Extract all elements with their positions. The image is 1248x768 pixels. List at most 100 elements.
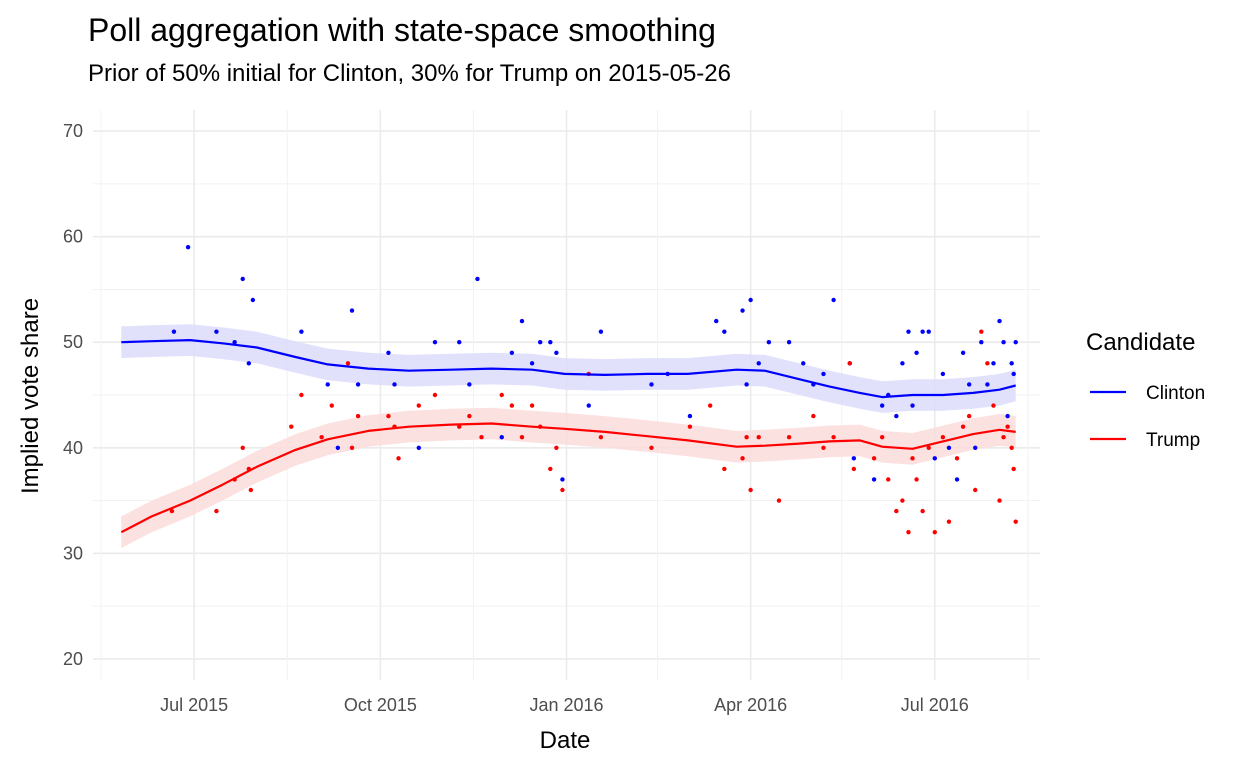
poll-point-trump bbox=[499, 392, 504, 398]
poll-point-trump bbox=[554, 445, 559, 450]
poll-point-trump bbox=[831, 435, 836, 440]
poll-point-trump bbox=[1005, 424, 1010, 429]
poll-point-clinton bbox=[722, 329, 727, 334]
poll-point-trump bbox=[756, 435, 761, 440]
y-tick-label: 20 bbox=[63, 649, 83, 669]
poll-point-clinton bbox=[1001, 340, 1006, 345]
poll-point-trump bbox=[1009, 445, 1014, 450]
poll-point-trump bbox=[900, 498, 905, 503]
poll-point-trump bbox=[396, 456, 401, 461]
poll-point-trump bbox=[687, 424, 693, 429]
poll-point-trump bbox=[946, 519, 952, 524]
poll-point-clinton bbox=[457, 340, 462, 345]
poll-point-trump bbox=[776, 498, 782, 503]
x-tick-label: Jan 2016 bbox=[529, 695, 603, 715]
poll-point-trump bbox=[894, 508, 899, 514]
poll-point-clinton bbox=[240, 276, 245, 282]
line-trump bbox=[120, 422, 1016, 534]
legend: Candidate Clinton Trump bbox=[1086, 329, 1205, 451]
poll-point-trump bbox=[973, 487, 978, 493]
chart-subtitle: Prior of 50% initial for Clinton, 30% fo… bbox=[88, 60, 731, 87]
poll-point-clinton bbox=[766, 340, 772, 345]
poll-point-trump bbox=[386, 413, 391, 419]
poll-point-trump bbox=[519, 435, 525, 440]
legend-label-clinton: Clinton bbox=[1146, 383, 1205, 404]
poll-point-trump bbox=[879, 435, 885, 440]
poll-point-clinton bbox=[740, 308, 745, 313]
poll-point-clinton bbox=[232, 340, 237, 345]
poll-point-trump bbox=[940, 435, 946, 440]
poll-point-clinton bbox=[467, 382, 472, 387]
poll-point-trump bbox=[214, 508, 219, 514]
poll-point-trump bbox=[740, 456, 745, 461]
line-clinton bbox=[121, 339, 1016, 399]
poll-point-clinton bbox=[598, 329, 604, 334]
poll-point-trump bbox=[851, 466, 857, 472]
x-axis-ticks: Jul 2015 Oct 2015 Jan 2016 Apr 2016 Jul 2016 bbox=[160, 695, 969, 715]
poll-point-trump bbox=[240, 445, 245, 450]
poll-point-clinton bbox=[432, 340, 438, 345]
poll-point-clinton bbox=[386, 350, 391, 355]
poll-point-trump bbox=[1011, 466, 1016, 472]
poll-point-clinton bbox=[932, 456, 937, 461]
poll-point-clinton bbox=[960, 350, 966, 355]
poll-point-clinton bbox=[786, 340, 792, 345]
poll-point-clinton bbox=[335, 445, 341, 450]
poll-point-trump bbox=[926, 445, 931, 450]
poll-point-clinton bbox=[554, 350, 559, 355]
chart-title: Poll aggregation with state-space smooth… bbox=[88, 12, 716, 48]
poll-point-trump bbox=[979, 329, 984, 334]
poll-point-clinton bbox=[879, 403, 885, 408]
poll-point-trump bbox=[479, 435, 484, 440]
x-tick-label: Apr 2016 bbox=[714, 695, 787, 715]
poll-point-clinton bbox=[991, 361, 996, 366]
poll-point-trump bbox=[920, 508, 925, 514]
poll-point-clinton bbox=[1005, 413, 1010, 419]
poll-point-trump bbox=[649, 445, 654, 450]
poll-point-clinton bbox=[1009, 361, 1014, 366]
poll-point-trump bbox=[811, 413, 816, 419]
poll-point-trump bbox=[1013, 519, 1018, 524]
y-tick-label: 60 bbox=[63, 227, 83, 247]
poll-point-clinton bbox=[499, 435, 504, 440]
poll-point-trump bbox=[748, 487, 753, 493]
y-tick-label: 50 bbox=[63, 332, 83, 352]
y-tick-label: 70 bbox=[63, 121, 83, 141]
poll-point-clinton bbox=[906, 329, 911, 334]
band-clinton bbox=[121, 324, 1016, 413]
poll-points bbox=[169, 245, 1018, 535]
poll-point-clinton bbox=[831, 297, 836, 303]
poll-point-clinton bbox=[548, 340, 553, 345]
y-axis-title: Implied vote share bbox=[17, 298, 44, 494]
poll-point-trump bbox=[598, 435, 604, 440]
poll-point-trump bbox=[886, 477, 891, 482]
poll-point-clinton bbox=[416, 445, 421, 450]
poll-point-clinton bbox=[940, 371, 946, 377]
poll-point-clinton bbox=[519, 318, 525, 324]
poll-point-trump bbox=[786, 435, 792, 440]
poll-point-trump bbox=[248, 487, 254, 493]
poll-point-trump bbox=[985, 361, 990, 366]
poll-point-trump bbox=[744, 435, 749, 440]
x-axis-title: Date bbox=[540, 727, 591, 754]
legend-label-trump: Trump bbox=[1146, 430, 1200, 451]
poll-point-clinton bbox=[171, 329, 177, 334]
poll-point-trump bbox=[932, 530, 937, 535]
poll-point-trump bbox=[416, 403, 421, 408]
x-tick-label: Oct 2015 bbox=[344, 695, 417, 715]
poll-point-trump bbox=[467, 413, 472, 419]
poll-point-clinton bbox=[537, 340, 543, 345]
poll-point-clinton bbox=[894, 413, 899, 419]
poll-point-trump bbox=[910, 456, 915, 461]
x-tick-label: Jul 2015 bbox=[160, 695, 228, 715]
poll-point-trump bbox=[169, 508, 175, 514]
poll-point-trump bbox=[289, 424, 294, 429]
poll-point-clinton bbox=[529, 361, 535, 366]
poll-point-clinton bbox=[900, 361, 905, 366]
poll-point-clinton bbox=[509, 350, 515, 355]
poll-point-clinton bbox=[851, 456, 857, 461]
poll-point-clinton bbox=[920, 329, 925, 334]
poll-point-clinton bbox=[349, 308, 355, 313]
poll-point-trump bbox=[991, 403, 996, 408]
poll-point-clinton bbox=[979, 340, 984, 345]
